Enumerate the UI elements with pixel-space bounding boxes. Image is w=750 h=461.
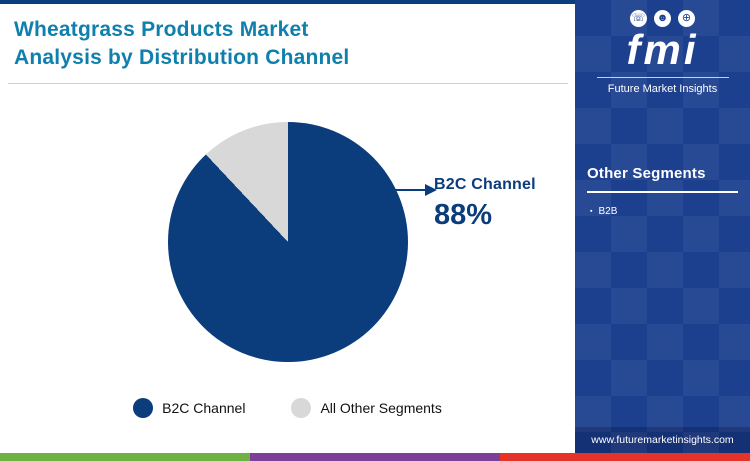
other-segments-rule — [587, 190, 738, 193]
stripe-segment — [500, 453, 750, 461]
other-segments-list: B2B — [587, 206, 738, 217]
other-segments-title: Other Segments — [587, 164, 706, 182]
other-segments-section: Other Segments B2B — [575, 165, 750, 217]
logo-icon-row: ☏ ☻ ⊕ — [575, 10, 750, 27]
globe-icon: ⊕ — [678, 10, 695, 27]
legend-swatch — [133, 398, 154, 418]
website-link[interactable]: www.futuremarketinsights.com — [575, 427, 750, 453]
brand-sidebar: ☏ ☻ ⊕ fmi Future Market Insights Other S… — [575, 0, 750, 453]
person-icon: ☻ — [654, 10, 671, 27]
pie-chart — [168, 122, 408, 362]
callout-label: B2C Channel — [434, 176, 536, 193]
title-line-1: Wheatgrass Products Market — [14, 18, 309, 41]
footer-stripe — [0, 453, 750, 461]
legend-label: All Other Segments — [320, 400, 442, 416]
page-title: Wheatgrass Products Market Analysis by D… — [14, 16, 575, 71]
pie-callout: B2C Channel 88% — [434, 176, 536, 232]
phone-icon: ☏ — [630, 10, 647, 27]
legend-item-other: All Other Segments — [291, 398, 442, 418]
legend-swatch — [291, 398, 312, 418]
chart-panel: Wheatgrass Products Market Analysis by D… — [0, 0, 575, 418]
callout-value: 88% — [434, 199, 493, 231]
logo-subtitle: Future Market Insights — [596, 76, 729, 95]
legend-label: B2C Channel — [162, 400, 246, 416]
callout-arrow-icon — [392, 184, 437, 196]
fmi-logo: ☏ ☻ ⊕ fmi Future Market Insights — [575, 10, 750, 95]
stripe-segment — [0, 453, 250, 461]
legend-item-b2c: B2C Channel — [133, 398, 245, 418]
logo-text: fmi — [626, 26, 699, 73]
title-line-2: Analysis by Distribution Channel — [14, 45, 350, 69]
list-item: B2B — [590, 206, 738, 217]
stripe-segment — [250, 453, 500, 461]
title-divider — [8, 83, 568, 85]
chart-legend: B2C Channel All Other Segments — [0, 398, 575, 418]
